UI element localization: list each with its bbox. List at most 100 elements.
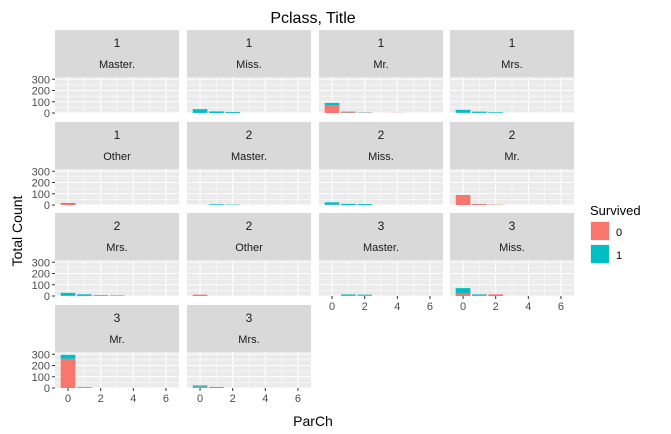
facet-strip [55,213,179,260]
x-tick-label: 0 [65,393,71,405]
x-tick-label: 4 [394,301,400,313]
x-tick-label: 2 [98,393,104,405]
bar-segment-survived [472,111,487,113]
y-tick-label: 200 [32,178,50,190]
bar-segment-survived [324,202,340,205]
strip-label-pclass: 2 [509,128,516,142]
x-tick-label: 0 [329,301,335,313]
facet-strip [187,305,311,352]
facet-panel: 3 Master. [319,213,443,297]
facet-panel: 1 Mrs. [450,30,574,114]
strip-label-pclass: 3 [114,311,121,325]
strip-label-title: Master. [231,151,267,163]
y-tick-label: 300 [32,74,50,86]
legend-entry-label: 1 [616,250,622,262]
y-tick-label: 0 [44,200,50,212]
bar-segment-survived [209,111,224,113]
x-tick-label: 4 [525,301,531,313]
strip-label-pclass: 2 [378,128,385,142]
legend-entry-label: 0 [616,227,622,239]
bar-segment-survived [488,112,504,113]
bar-segment-survived [324,102,340,106]
x-tick-label: 4 [262,393,268,405]
facet-strip [187,213,311,260]
strip-label-title: Mr. [109,334,124,346]
y-tick-label: 100 [32,372,50,384]
strip-label-pclass: 3 [509,219,516,233]
y-tick-label: 0 [44,108,50,120]
x-axis-label: ParCh [293,413,333,429]
facet-strip [55,30,179,77]
strip-label-title: Miss. [236,59,262,71]
facet-panel: 2 Master. [187,122,311,206]
facet-strip [450,30,574,77]
bar-segment-survived [455,195,471,196]
bar-segment-survived [209,204,224,205]
bar-segment-survived [341,294,356,295]
strip-label-title: Mrs. [106,242,127,254]
x-tick-label: 6 [163,393,169,405]
bar-segment-died [357,295,373,296]
facet-panels: 1Master.01002003001Miss.1Mr.1Mrs.1Other0… [32,30,574,395]
facet-strip [187,122,311,169]
bar-segment-died [192,294,208,296]
strip-label-title: Mrs. [238,334,259,346]
strip-label-pclass: 1 [378,36,385,50]
x-tick-label: 0 [460,301,466,313]
y-tick-label: 200 [32,361,50,373]
bar-segment-died [455,293,471,296]
y-tick-label: 200 [32,86,50,98]
bar-segment-died [472,204,487,205]
bar-segment-survived [93,295,109,296]
bar-segment-died [455,196,471,205]
bar-segment-died [60,358,76,388]
x-axis-ticks: 0 2 4 6 0 2 4 6 0 2 4 6 0 2 4 6 [65,296,564,405]
chart-title: Pclass, Title [270,10,355,27]
bar-segment-died [77,387,92,388]
bar-segment-died [60,203,76,205]
facet-strip [319,30,443,77]
bar-segment-survived [60,354,76,359]
strip-label-title: Mrs. [501,59,522,71]
facet-strip [450,122,574,169]
bar-segment-survived [357,204,373,205]
facet-panel: 3 Mrs. [187,305,311,389]
strip-label-title: Master. [363,242,399,254]
legend: Survived 0 1 [590,203,641,264]
strip-label-pclass: 1 [114,128,121,142]
bar-segment-died [209,387,224,388]
legend-title: Survived [590,203,641,218]
strip-label-pclass: 2 [246,128,253,142]
bar-segment-survived [472,294,487,295]
x-tick-label: 0 [197,393,203,405]
facet-panel: 2 Other [187,213,311,297]
facet-panel: 2 Mr. [450,122,574,206]
y-tick-label: 0 [44,383,50,395]
bar-segment-died [192,386,208,388]
x-tick-label: 2 [230,393,236,405]
x-tick-label: 2 [362,301,368,313]
y-tick-label: 100 [32,97,50,109]
bar-segment-survived [341,203,356,205]
x-tick-label: 6 [427,301,433,313]
bar-segment-survived [192,385,208,387]
strip-label-title: Master. [99,59,135,71]
strip-label-title: Miss. [368,151,394,163]
bar-segment-survived [341,111,356,113]
facet-strip [187,30,311,77]
strip-label-pclass: 1 [114,36,121,50]
legend-key-swatch [591,222,609,240]
y-tick-label: 100 [32,280,50,292]
strip-label-title: Mr. [373,59,388,71]
bar-segment-survived [455,288,471,294]
y-tick-label: 0 [44,291,50,303]
strip-label-pclass: 3 [378,219,385,233]
strip-label-pclass: 1 [246,36,253,50]
bar-segment-survived [192,109,208,113]
y-tick-label: 100 [32,189,50,201]
y-tick-label: 300 [32,349,50,361]
bar-segment-died [472,294,487,296]
strip-label-pclass: 3 [246,311,253,325]
